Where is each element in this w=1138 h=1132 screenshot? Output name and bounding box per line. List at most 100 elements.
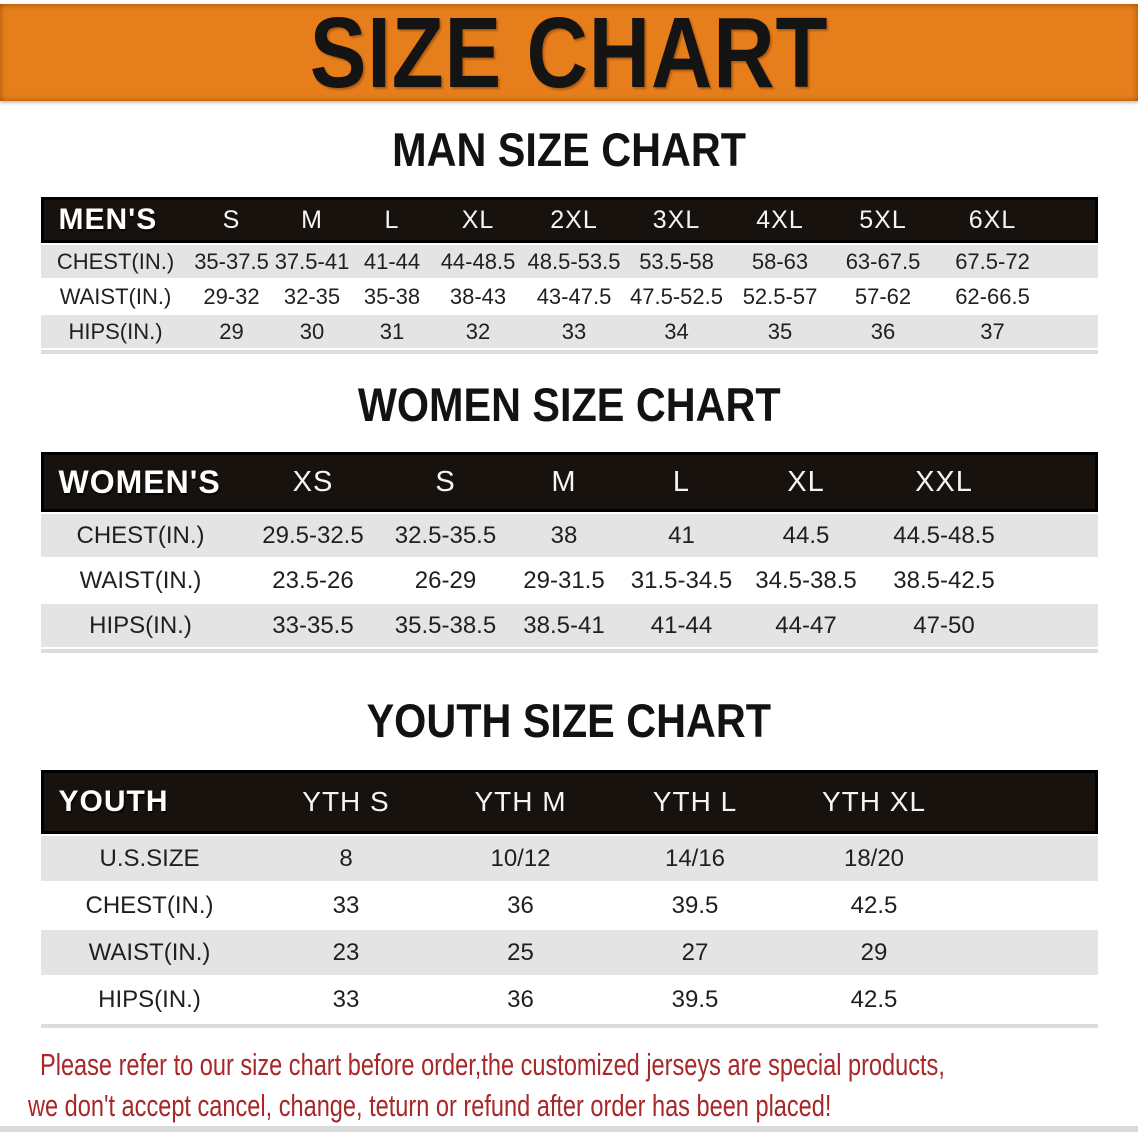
table-row: U.S.SIZE 8 10/12 14/16 18/20 (40, 836, 1098, 881)
table-cell: 63-67.5 (831, 245, 935, 278)
table-cell: 41-44 (622, 604, 741, 647)
column-header: XL (740, 452, 872, 512)
table-cell: 44.5-48.5 (871, 514, 1017, 557)
table-cell: 32-35 (272, 280, 352, 313)
spacer-cell (965, 770, 1098, 834)
row-label: HIPS(IN.) (40, 315, 191, 348)
men-section: MAN SIZE CHART MEN'S S M L XL 2XL 3XL 4XL 5XL 6XL… (0, 123, 1138, 354)
table-cell: 36 (831, 315, 935, 348)
size-chart-banner: SIZE CHART (0, 0, 1138, 109)
column-header: L (622, 452, 741, 512)
page-title: SIZE CHART (309, 0, 829, 109)
table-cell: 44-47 (740, 604, 872, 647)
women-section: WOMEN SIZE CHART WOMEN'S XS S M L XL XXL CHEST(… (0, 381, 1138, 653)
table-cell: 39.5 (607, 883, 783, 928)
table-cell: 31.5-34.5 (622, 559, 741, 602)
table-cell: 37.5-41 (272, 245, 352, 278)
column-header: YTH XL (782, 770, 966, 834)
table-cell: 38-43 (432, 280, 524, 313)
table-cell: 27 (607, 930, 783, 975)
spacer-cell (965, 836, 1098, 881)
table-cell: 32 (432, 315, 524, 348)
youth-section-heading-text: YOUTH SIZE CHART (366, 694, 772, 747)
spacer-cell (1050, 245, 1098, 278)
row-label: CHEST(IN.) (40, 514, 241, 557)
spacer-cell (1016, 452, 1098, 512)
spacer-cell (965, 883, 1098, 928)
table-cell: 67.5-72 (934, 245, 1051, 278)
table-cell: 33 (258, 977, 434, 1022)
table-cell: 42.5 (782, 977, 966, 1022)
table-cell: 41-44 (351, 245, 433, 278)
row-label: WAIST(IN.) (40, 930, 259, 975)
column-header: L (351, 197, 433, 243)
table-cell: 62-66.5 (934, 280, 1051, 313)
table-row: WAIST(IN.) 23 25 27 29 (40, 930, 1098, 975)
table-cell: 33-35.5 (240, 604, 386, 647)
table-cell: 29 (782, 930, 966, 975)
column-header: 6XL (934, 197, 1051, 243)
table-cell: 47-50 (871, 604, 1017, 647)
spacer-cell (1050, 315, 1098, 348)
table-cell: 10/12 (433, 836, 608, 881)
table-row: CHEST(IN.) 33 36 39.5 42.5 (40, 883, 1098, 928)
table-cell: 34 (624, 315, 729, 348)
table-cell: 18/20 (782, 836, 966, 881)
column-header: XS (240, 452, 386, 512)
table-cell: 14/16 (607, 836, 783, 881)
column-header: YTH S (258, 770, 434, 834)
table-cell: 29-32 (190, 280, 273, 313)
table-row: CHEST(IN.) 35-37.5 37.5-41 41-44 44-48.5 48.5… (40, 245, 1098, 278)
table-row: HIPS(IN.) 33 36 39.5 42.5 (40, 977, 1098, 1022)
column-header: 2XL (523, 197, 625, 243)
table-cell: 35-37.5 (190, 245, 273, 278)
row-label: CHEST(IN.) (40, 245, 191, 278)
table-cell: 25 (433, 930, 608, 975)
table-cell: 37 (934, 315, 1051, 348)
row-label: WAIST(IN.) (40, 559, 241, 602)
table-cell: 29.5-32.5 (240, 514, 386, 557)
note-line-2: we don't accept cancel, change, teturn o… (28, 1088, 832, 1123)
spacer-cell (1016, 559, 1098, 602)
table-row: HIPS(IN.) 29 30 31 32 33 34 35 36 37 (40, 315, 1098, 348)
table-corner-label: WOMEN'S (40, 452, 241, 512)
table-cell: 31 (351, 315, 433, 348)
table-cell: 33 (523, 315, 625, 348)
men-section-heading-text: MAN SIZE CHART (392, 123, 746, 176)
women-section-heading: WOMEN SIZE CHART (0, 381, 1138, 428)
table-cell: 52.5-57 (728, 280, 832, 313)
women-size-table: WOMEN'S XS S M L XL XXL CHEST(IN.) 29.5-32.5 32.5… (40, 450, 1098, 653)
table-cell: 23 (258, 930, 434, 975)
table-cell: 29-31.5 (505, 559, 623, 602)
column-header: 3XL (624, 197, 729, 243)
table-cell: 47.5-52.5 (624, 280, 729, 313)
table-cell: 48.5-53.5 (523, 245, 625, 278)
table-row: CHEST(IN.) 29.5-32.5 32.5-35.5 38 41 44.5 44.5… (40, 514, 1098, 557)
order-note: Please refer to our size chart before or… (0, 1044, 1138, 1126)
spacer-cell (1016, 604, 1098, 647)
men-section-heading: MAN SIZE CHART (0, 123, 1138, 176)
youth-size-table: YOUTH YTH S YTH M YTH L YTH XL U.S.SIZE 8 10/12… (40, 768, 1098, 1028)
table-cell: 35 (728, 315, 832, 348)
table-row: WAIST(IN.) 23.5-26 26-29 29-31.5 31.5-34.5 34… (40, 559, 1098, 602)
note-line-1: Please refer to our size chart before or… (40, 1047, 945, 1082)
row-label: WAIST(IN.) (40, 280, 191, 313)
table-cell: 42.5 (782, 883, 966, 928)
table-cell: 33 (258, 883, 434, 928)
table-cell: 43-47.5 (523, 280, 625, 313)
table-cell: 36 (433, 977, 608, 1022)
table-cell: 41 (622, 514, 741, 557)
table-cell: 30 (272, 315, 352, 348)
spacer-cell (1050, 197, 1098, 243)
table-cell: 38 (505, 514, 623, 557)
column-header: 5XL (831, 197, 935, 243)
table-cell: 36 (433, 883, 608, 928)
table-cell: 38.5-42.5 (871, 559, 1017, 602)
table-cell: 58-63 (728, 245, 832, 278)
table-corner-label: YOUTH (40, 770, 259, 834)
row-label: HIPS(IN.) (40, 977, 259, 1022)
youth-section-heading: YOUTH SIZE CHART (0, 694, 1138, 747)
column-header: 4XL (728, 197, 832, 243)
table-cell: 26-29 (385, 559, 506, 602)
